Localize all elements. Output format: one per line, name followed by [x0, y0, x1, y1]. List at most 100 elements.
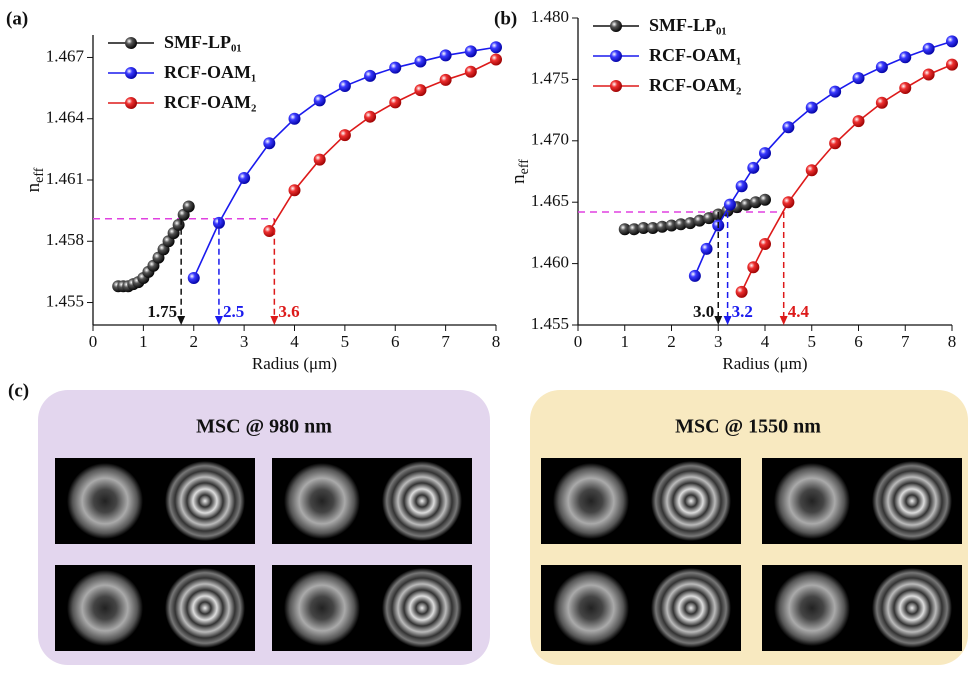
- group-title: MSC @ 1550 nm: [675, 416, 821, 438]
- beam-intensity: [284, 570, 360, 646]
- beam-interference: [165, 461, 245, 541]
- x-tick-label: 7: [901, 332, 910, 351]
- x-tick-label: 5: [808, 332, 817, 351]
- x-tick-label: 4: [290, 332, 299, 351]
- x-axis-label: Radius (μm): [722, 354, 807, 373]
- data-point: [876, 61, 888, 73]
- y-label-main: n: [508, 174, 529, 184]
- data-point: [490, 54, 502, 66]
- x-tick-label: 2: [190, 332, 199, 351]
- data-point: [782, 196, 794, 208]
- data-point: [490, 41, 502, 53]
- data-point: [747, 261, 759, 273]
- series-line: [742, 65, 952, 292]
- data-point: [689, 270, 701, 282]
- data-point: [314, 94, 326, 106]
- beam-interference: [382, 461, 462, 541]
- legend-label: SMF-LP₀₁: [649, 15, 727, 35]
- x-tick-label: 4: [761, 332, 770, 351]
- arrow-head: [215, 316, 223, 325]
- data-point: [853, 72, 865, 84]
- legend-label: RCF-OAM₁: [164, 62, 256, 82]
- y-tick-label: 1.465: [531, 191, 569, 210]
- data-point: [263, 225, 275, 237]
- legend-marker: [610, 80, 622, 92]
- y-tick-label: 1.467: [46, 46, 85, 65]
- x-tick-label: 1: [139, 332, 148, 351]
- data-point: [701, 243, 713, 255]
- arrow-head: [177, 316, 185, 325]
- series-line: [269, 60, 496, 232]
- beam-intensity: [284, 463, 360, 539]
- x-axis-label: Radius (μm): [252, 354, 337, 373]
- data-point: [923, 43, 935, 55]
- x-tick-label: 8: [492, 332, 501, 351]
- legend-marker: [125, 67, 137, 79]
- data-point: [183, 201, 195, 213]
- annotation-label: 1.75: [147, 302, 177, 321]
- x-tick-label: 6: [391, 332, 400, 351]
- y-label-sub: eff: [32, 167, 47, 183]
- data-point: [339, 129, 351, 141]
- y-tick-label: 1.458: [46, 230, 84, 249]
- data-point: [759, 147, 771, 159]
- legend-label: RCF-OAM₂: [649, 75, 741, 95]
- x-tick-label: 7: [441, 332, 450, 351]
- data-point: [440, 49, 452, 61]
- data-point: [923, 68, 935, 80]
- y-label-sub: eff: [517, 159, 532, 175]
- data-point: [747, 162, 759, 174]
- panel-label: (c): [8, 380, 29, 401]
- data-point: [736, 286, 748, 298]
- x-tick-label: 1: [621, 332, 630, 351]
- data-point: [876, 97, 888, 109]
- arrow-head: [724, 316, 732, 325]
- figure: (c) MSC @ 980 nm MSC @ 1550 nm (a)012345…: [0, 0, 968, 685]
- data-point: [173, 219, 185, 231]
- data-point: [389, 62, 401, 74]
- data-point: [389, 96, 401, 108]
- beam-intensity: [553, 570, 629, 646]
- data-point: [899, 82, 911, 94]
- y-tick-label: 1.470: [531, 130, 569, 149]
- data-point: [853, 115, 865, 127]
- data-point: [829, 86, 841, 98]
- data-point: [759, 194, 771, 206]
- group-title: MSC @ 980 nm: [196, 416, 332, 438]
- data-point: [339, 80, 351, 92]
- data-point: [314, 154, 326, 166]
- arrow-head: [270, 316, 278, 325]
- annotation-label: 3.6: [278, 302, 299, 321]
- beam-interference: [651, 568, 731, 648]
- data-point: [465, 66, 477, 78]
- annotation-label: 3.2: [732, 302, 753, 321]
- data-point: [440, 74, 452, 86]
- data-point: [238, 172, 250, 184]
- panel-label: (b): [494, 8, 517, 29]
- y-tick-label: 1.464: [46, 108, 85, 127]
- beam-intensity: [774, 570, 850, 646]
- arrow-head: [780, 316, 788, 325]
- beam-interference: [872, 461, 952, 541]
- beam-intensity: [67, 570, 143, 646]
- data-point: [188, 272, 200, 284]
- legend-marker: [610, 20, 622, 32]
- beam-interference: [165, 568, 245, 648]
- x-tick-label: 6: [854, 332, 863, 351]
- y-tick-label: 1.455: [531, 314, 569, 333]
- y-tick-label: 1.455: [46, 291, 84, 310]
- data-point: [759, 238, 771, 250]
- x-tick-label: 3: [240, 332, 249, 351]
- data-point: [465, 45, 477, 57]
- data-point: [736, 180, 748, 192]
- data-point: [829, 137, 841, 149]
- data-point: [899, 51, 911, 63]
- legend-marker: [125, 97, 137, 109]
- x-tick-label: 3: [714, 332, 723, 351]
- data-point: [263, 137, 275, 149]
- beam-interference: [651, 461, 731, 541]
- beam-intensity: [67, 463, 143, 539]
- panel-c: (c) MSC @ 980 nm MSC @ 1550 nm: [8, 380, 968, 665]
- data-point: [364, 70, 376, 82]
- beam-interference: [872, 568, 952, 648]
